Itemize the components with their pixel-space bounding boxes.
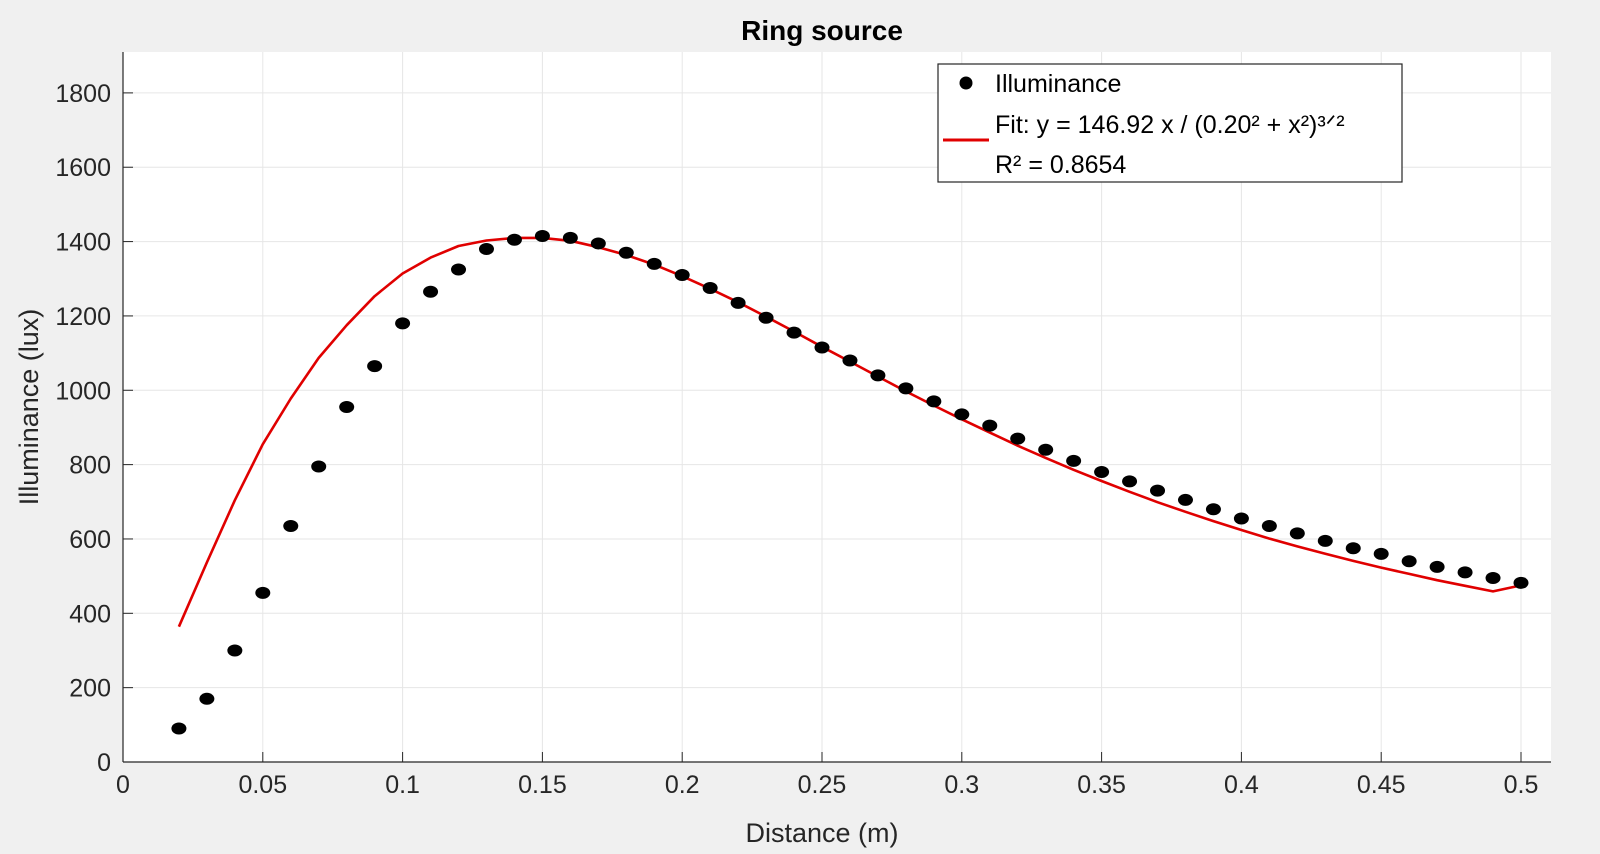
data-point bbox=[730, 296, 746, 309]
data-point bbox=[870, 369, 886, 382]
y-tick-label: 400 bbox=[69, 600, 111, 628]
data-point bbox=[227, 644, 243, 657]
y-axis-label: Illuminance (lux) bbox=[14, 309, 44, 506]
y-tick-label: 200 bbox=[69, 675, 111, 703]
x-tick-label: 0.5 bbox=[1504, 771, 1539, 799]
data-point bbox=[1094, 466, 1110, 479]
data-point bbox=[1429, 560, 1445, 573]
x-tick-label: 0.15 bbox=[518, 771, 567, 799]
legend-marker-illuminance bbox=[959, 76, 973, 90]
chart-title: Ring source bbox=[741, 15, 903, 46]
data-point bbox=[926, 395, 942, 408]
y-tick-label: 1800 bbox=[55, 80, 111, 108]
data-point bbox=[1373, 547, 1389, 560]
x-tick-label: 0.1 bbox=[385, 771, 420, 799]
data-point bbox=[1401, 555, 1417, 568]
x-axis-label: Distance (m) bbox=[745, 818, 898, 848]
data-point bbox=[1122, 475, 1138, 488]
data-point bbox=[954, 408, 970, 421]
data-point bbox=[395, 317, 411, 330]
y-tick-label: 0 bbox=[97, 749, 111, 777]
x-tick-label: 0.25 bbox=[798, 771, 847, 799]
data-point bbox=[311, 460, 327, 473]
data-point bbox=[451, 263, 467, 276]
data-point bbox=[506, 233, 522, 246]
data-point bbox=[1261, 519, 1277, 532]
data-point bbox=[283, 519, 299, 532]
data-point bbox=[562, 231, 578, 244]
data-point bbox=[758, 311, 774, 324]
data-point bbox=[1317, 534, 1333, 547]
y-tick-label: 1000 bbox=[55, 377, 111, 405]
data-point bbox=[1457, 566, 1473, 579]
data-point bbox=[1289, 527, 1305, 540]
y-ticks: 0 200 400 600 800 1000 1200 1400 1600 1800 bbox=[55, 80, 133, 777]
data-point bbox=[982, 419, 998, 432]
data-point bbox=[478, 243, 494, 256]
legend-label-illuminance: Illuminance bbox=[995, 70, 1121, 98]
data-point bbox=[646, 257, 662, 270]
data-point bbox=[1150, 484, 1166, 497]
axes bbox=[122, 52, 1551, 763]
data-point bbox=[534, 230, 550, 243]
data-point bbox=[786, 326, 802, 339]
data-point bbox=[898, 382, 914, 395]
data-point bbox=[618, 246, 634, 259]
y-tick-label: 800 bbox=[69, 452, 111, 480]
data-point bbox=[1205, 503, 1221, 516]
data-point bbox=[674, 269, 690, 282]
data-point bbox=[423, 285, 439, 298]
data-point bbox=[199, 692, 215, 705]
x-tick-label: 0 bbox=[116, 771, 130, 799]
x-tick-label: 0.05 bbox=[238, 771, 287, 799]
data-point bbox=[1513, 576, 1529, 589]
data-point bbox=[1038, 443, 1054, 456]
data-point bbox=[702, 282, 718, 295]
legend-r-squared: R² = 0.8654 bbox=[995, 151, 1126, 179]
data-point bbox=[367, 360, 383, 373]
data-point bbox=[814, 341, 830, 354]
data-point bbox=[1485, 571, 1501, 584]
legend-box bbox=[937, 63, 1403, 183]
data-point bbox=[1066, 454, 1082, 467]
x-tick-label: 0.2 bbox=[665, 771, 700, 799]
data-point bbox=[1177, 493, 1193, 506]
y-tick-label: 1600 bbox=[55, 154, 111, 182]
data-point bbox=[171, 722, 187, 735]
legend-label-fit: Fit: y = 146.92 x / (0.20² + x²)³ᐟ² bbox=[995, 111, 1345, 139]
y-tick-label: 600 bbox=[69, 526, 111, 554]
y-tick-label: 1200 bbox=[55, 303, 111, 331]
x-tick-label: 0.3 bbox=[944, 771, 979, 799]
points-group bbox=[171, 230, 1529, 735]
data-point bbox=[842, 354, 858, 367]
legend: Illuminance Fit: y = 146.92 x / (0.20² +… bbox=[937, 63, 1403, 183]
y-tick-label: 1400 bbox=[55, 229, 111, 257]
x-tick-label: 0.4 bbox=[1224, 771, 1259, 799]
x-ticks: 0 0.05 0.1 0.15 0.2 0.25 0.3 0.35 0.4 0.45 0.5 bbox=[116, 752, 1538, 799]
data-point bbox=[339, 401, 355, 413]
data-point bbox=[1233, 512, 1249, 525]
data-point bbox=[1345, 542, 1361, 555]
data-point bbox=[255, 586, 271, 599]
data-point bbox=[1010, 432, 1026, 445]
x-tick-label: 0.45 bbox=[1357, 771, 1406, 799]
x-tick-label: 0.35 bbox=[1077, 771, 1126, 799]
data-point bbox=[590, 237, 606, 250]
